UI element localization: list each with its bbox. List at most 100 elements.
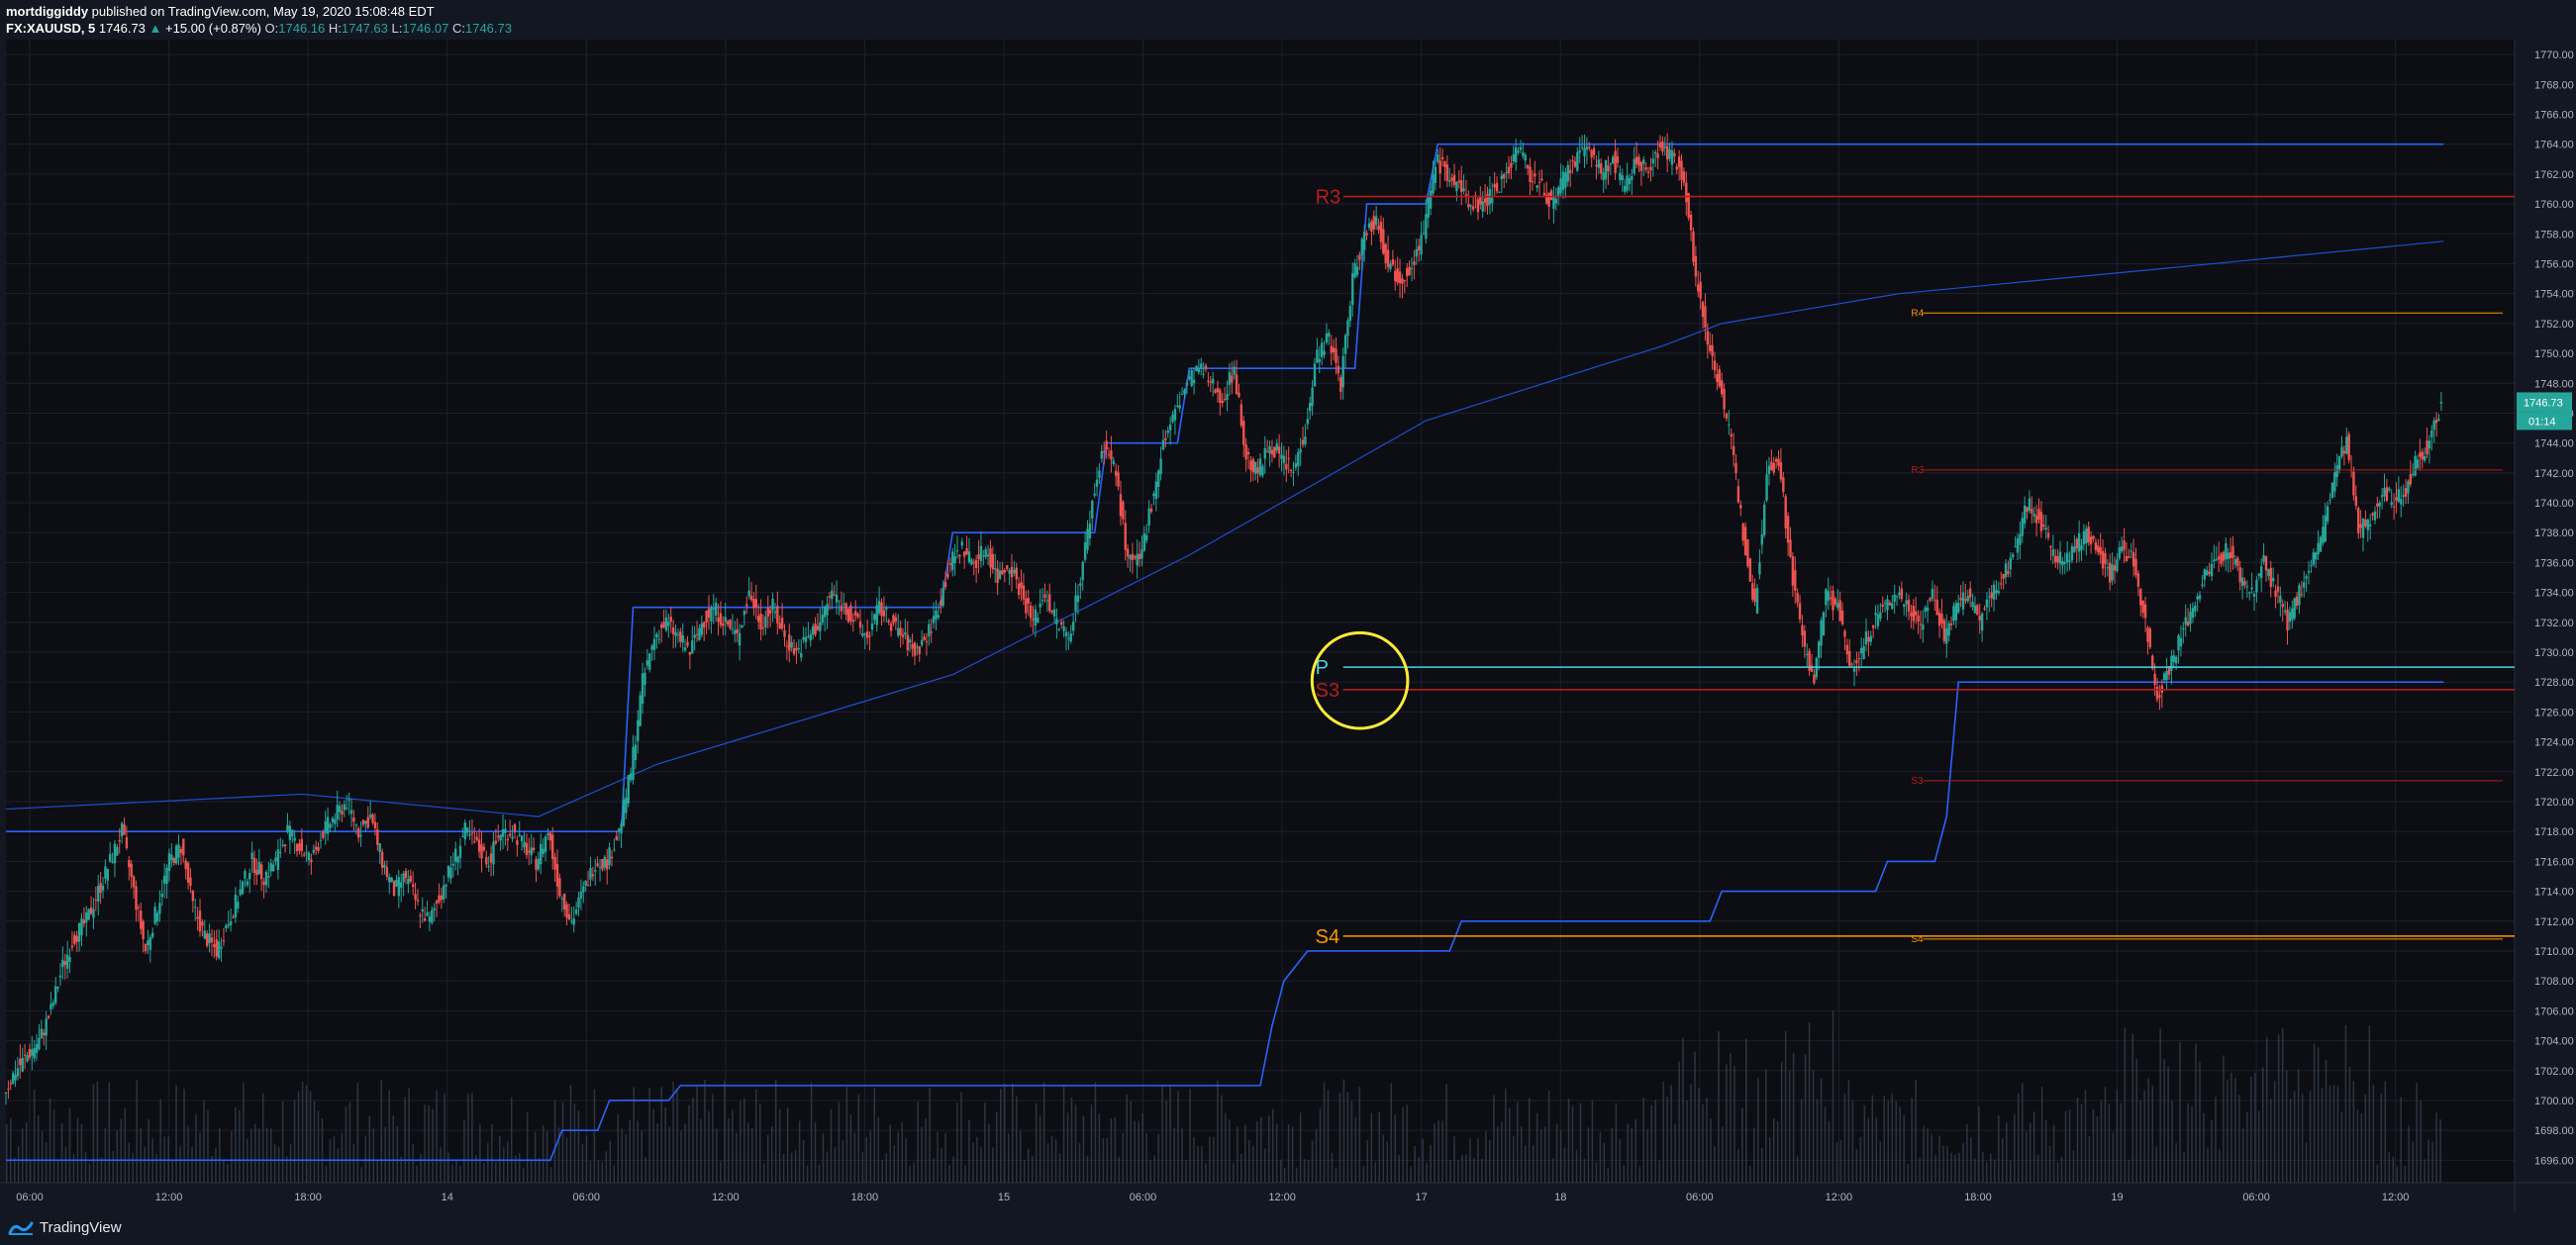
volume-bar [1291, 1126, 1294, 1183]
candle-body [2416, 459, 2420, 468]
volume-bar [1295, 1167, 1298, 1183]
volume-bar [396, 1125, 398, 1183]
candle-body [553, 856, 556, 870]
candle-body [768, 610, 772, 614]
y-tick-label: 1724.00 [2534, 737, 2574, 749]
volume-bar [1177, 1091, 1179, 1183]
volume-bar [1493, 1095, 1495, 1183]
candle-body [137, 907, 141, 909]
candle-body [2402, 495, 2405, 497]
volume-bar [175, 1085, 177, 1183]
candle-body [47, 1015, 50, 1018]
volume-bar [1650, 1104, 1652, 1183]
brand[interactable]: TradingView [8, 1219, 122, 1236]
volume-bar [144, 1147, 146, 1183]
y-tick-label: 1748.00 [2534, 378, 2574, 390]
volume-bar [1539, 1129, 1542, 1183]
candle-body [1043, 594, 1046, 598]
volume-bar [1342, 1079, 1345, 1183]
volume-bar [2104, 1087, 2107, 1183]
volume-bar [1753, 1128, 1755, 1183]
candle-body [407, 878, 410, 885]
candle-body [411, 884, 415, 888]
candle-body [2252, 594, 2256, 597]
volume-bar [601, 1161, 604, 1183]
candle-body [2203, 569, 2207, 580]
y-tick-label: 1744.00 [2534, 438, 2574, 450]
candle-body [629, 773, 633, 781]
volume-bar [2215, 1097, 2217, 1183]
candle-body [2400, 499, 2403, 505]
candle-body [2049, 545, 2052, 548]
candle-body [419, 914, 422, 916]
author-name[interactable]: mortdiggiddy [6, 4, 89, 19]
volume-bar [80, 1124, 83, 1183]
candle-body [2264, 556, 2268, 571]
volume-bar [416, 1165, 418, 1183]
volume-bar [1015, 1096, 1018, 1183]
volume-bar [348, 1101, 351, 1183]
volume-bar [1263, 1148, 1266, 1183]
volume-bar [116, 1130, 119, 1183]
candle-body [438, 895, 441, 903]
volume-bar [2179, 1041, 2181, 1183]
candle-body [1689, 214, 1693, 231]
candle-body [1825, 589, 1828, 606]
volume-bar [1895, 1101, 1897, 1183]
candle-body [887, 621, 890, 622]
candle-body [1665, 145, 1669, 160]
volume-bar [1954, 1154, 1956, 1183]
volume-bar [2234, 1078, 2236, 1183]
candle-body [1505, 171, 1508, 173]
low-label: L: [391, 21, 403, 36]
candle-body [1328, 333, 1331, 337]
candle-body [2257, 573, 2261, 576]
candle-body [761, 627, 765, 629]
candle-body [1332, 347, 1336, 353]
volume-bar [2021, 1083, 2024, 1183]
change-up-icon: ▲ [149, 21, 162, 36]
candle-body [1445, 164, 1449, 181]
pivot-label-s3: S3 [1911, 776, 1924, 787]
candle-body [1180, 394, 1184, 396]
candle-body [118, 840, 121, 842]
symbol-label[interactable]: FX:XAUUSD, 5 [6, 21, 96, 36]
candle-body [1590, 149, 1593, 158]
volume-bar [21, 1128, 24, 1183]
candle-body [2082, 530, 2086, 545]
candle-body [338, 806, 342, 813]
candle-body [1713, 360, 1717, 371]
y-tick-label: 1720.00 [2534, 797, 2574, 809]
candle-body [314, 846, 318, 850]
candle-body [2034, 516, 2038, 524]
volume-bar [1473, 1157, 1475, 1183]
candle-body [849, 605, 852, 622]
volume-bar [277, 1146, 280, 1183]
volume-bar [88, 1163, 91, 1183]
candle-body [2061, 560, 2064, 566]
candle-body [2397, 489, 2401, 503]
volume-bar [104, 1128, 107, 1183]
candle-body [814, 623, 817, 635]
volume-bar [2128, 1159, 2130, 1183]
x-tick-label: 06:00 [2242, 1192, 2270, 1203]
volume-bar [538, 1158, 541, 1183]
volume-bar [569, 1085, 572, 1183]
candle-body [989, 547, 992, 568]
candle-body [1922, 624, 1925, 630]
volume-bar [818, 1164, 821, 1183]
candle-body [1536, 185, 1538, 188]
volume-bar [1718, 1031, 1720, 1183]
volume-bar [2332, 1085, 2335, 1183]
candle-body [237, 902, 240, 909]
volume-bar [459, 1166, 461, 1183]
candle-body [634, 744, 638, 761]
candle-body [1204, 365, 1208, 370]
volume-bar [1402, 1106, 1404, 1183]
price-chart[interactable]: 1770.001768.001766.001764.001762.001760.… [0, 0, 2576, 1213]
volume-bar [1229, 1119, 1231, 1183]
candle-body [279, 851, 282, 853]
candle-body [1720, 380, 1724, 395]
volume-bar [1879, 1141, 1882, 1183]
candle-body [1320, 342, 1324, 357]
